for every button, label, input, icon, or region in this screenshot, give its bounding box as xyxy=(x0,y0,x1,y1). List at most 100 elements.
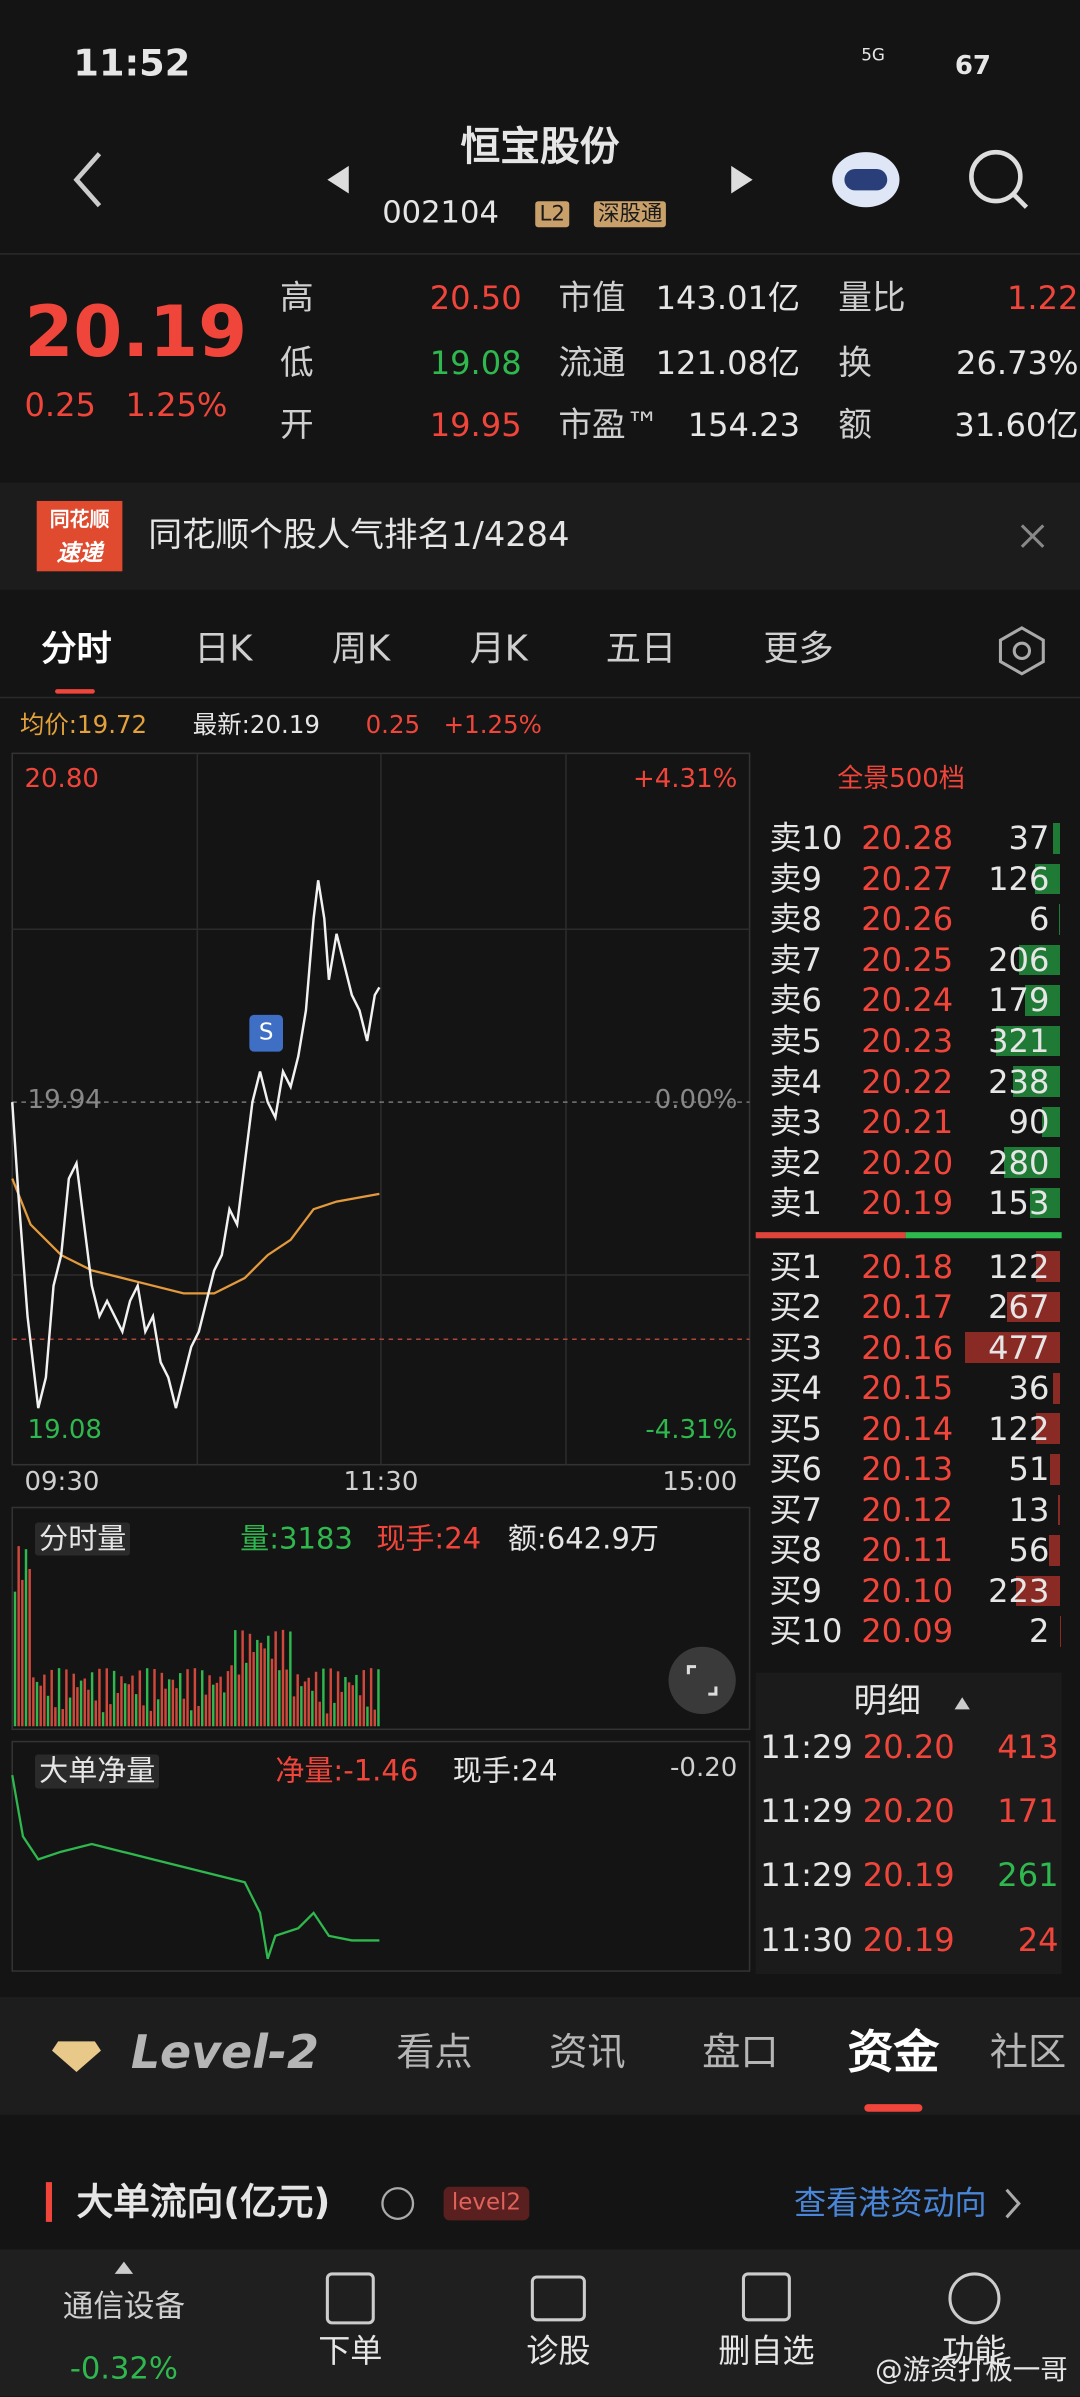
nav-item[interactable]: 下单 xyxy=(318,2332,383,2371)
tabbar-bg xyxy=(0,1997,1080,2115)
industry[interactable]: 通信设备 xyxy=(62,2290,186,2326)
change-pct: +1.25% xyxy=(443,709,542,739)
tab[interactable]: 周K xyxy=(331,628,391,670)
logo-bg xyxy=(36,500,123,572)
order-label: 买6 xyxy=(769,1450,822,1489)
nav-item[interactable]: 功能 xyxy=(942,2332,1007,2371)
detail-bg xyxy=(755,1672,1062,1975)
volume-bar xyxy=(39,1685,42,1727)
volume-bar xyxy=(189,1710,193,1727)
volume-bar xyxy=(17,1546,20,1727)
volume-bar xyxy=(186,1669,189,1727)
volume-bar xyxy=(344,1677,347,1727)
volume-bar xyxy=(351,1685,354,1727)
volume-bar xyxy=(90,1672,94,1727)
volume-bar xyxy=(292,1696,296,1727)
order-price: 20.20 xyxy=(861,1143,954,1182)
stat-label: 市值 xyxy=(558,278,626,318)
volume-bar xyxy=(65,1669,68,1727)
order-label: 买8 xyxy=(769,1531,822,1570)
bottom-tab[interactable]: 资讯 xyxy=(549,2030,626,2075)
stock-code: 002104 xyxy=(382,195,499,231)
bottom-tab[interactable]: 社区 xyxy=(989,2030,1067,2075)
settings-dot xyxy=(1012,641,1032,661)
panel-title[interactable]: 大单净量 xyxy=(35,1754,160,1788)
stat-label: 量比 xyxy=(838,278,906,318)
stat-value: 20.50 xyxy=(429,279,522,318)
volume-bar xyxy=(72,1673,75,1727)
expand-icon xyxy=(686,1665,718,1696)
axis-high-pct: +4.31% xyxy=(632,763,738,794)
order-label: 卖8 xyxy=(769,900,822,939)
panel-title[interactable]: 分时量 xyxy=(35,1522,131,1556)
volume-bar xyxy=(289,1631,292,1727)
order-label: 买7 xyxy=(769,1490,822,1529)
order-volume: 2 xyxy=(1028,1612,1050,1651)
volume-bars xyxy=(13,1546,380,1727)
detail-time: 11:29 xyxy=(760,1856,853,1895)
volume-bar xyxy=(1052,823,1061,854)
tab[interactable]: 月K xyxy=(469,628,528,670)
volume-bar xyxy=(1012,1066,1061,1097)
change-pct: 1.25% xyxy=(125,386,228,425)
detail-price: 20.20 xyxy=(862,1792,955,1831)
order-label: 买1 xyxy=(769,1247,822,1286)
detail-price: 20.20 xyxy=(862,1727,955,1766)
stat-value: 154.23 xyxy=(687,406,801,445)
axis-high: 20.80 xyxy=(24,763,99,794)
order-price: 20.12 xyxy=(861,1490,954,1529)
volume-bar xyxy=(307,1677,310,1727)
volume-bar xyxy=(1024,985,1061,1016)
bottom-tab[interactable]: Level-2 xyxy=(130,2024,319,2079)
divider xyxy=(0,253,1080,255)
order-price: 20.09 xyxy=(861,1612,954,1651)
axis-low-pct: -4.31% xyxy=(645,1415,738,1446)
axis-base-pct: 0.00% xyxy=(654,1084,738,1115)
stat-label: 低 xyxy=(279,342,314,382)
tab[interactable]: 五日 xyxy=(605,628,677,670)
change: 0.25 xyxy=(24,386,96,425)
bottom-tab[interactable]: 盘口 xyxy=(702,2030,779,2075)
divider xyxy=(0,696,1080,699)
order-volume: 51 xyxy=(1008,1450,1050,1489)
tab[interactable]: 分时 xyxy=(41,628,112,670)
link[interactable]: 查看港资动向 xyxy=(794,2183,987,2222)
volume-bar xyxy=(358,1695,362,1727)
volume-bar xyxy=(1007,1291,1061,1323)
stat-value: 26.73% xyxy=(956,343,1079,382)
time-label: 11:30 xyxy=(343,1467,419,1498)
order-price: 20.27 xyxy=(861,859,954,898)
tab[interactable]: 日K xyxy=(194,628,253,670)
volume-bar xyxy=(142,1705,145,1727)
volume-bar xyxy=(325,1713,329,1727)
volume-bar xyxy=(234,1630,237,1727)
tab[interactable]: 更多 xyxy=(763,628,834,670)
volume-bar xyxy=(267,1635,270,1727)
volume-bar xyxy=(13,1591,17,1727)
nav-item[interactable]: 诊股 xyxy=(526,2332,591,2371)
volume-bar xyxy=(57,1668,61,1727)
volume-bar xyxy=(300,1686,303,1727)
volume-bar xyxy=(996,1025,1061,1057)
volume-bar xyxy=(131,1675,134,1727)
order-label: 买4 xyxy=(769,1369,822,1408)
order-label: 买5 xyxy=(769,1409,822,1448)
latest-price: 最新:20.19 xyxy=(192,709,320,739)
axis-label: -0.20 xyxy=(670,1753,738,1784)
order-volume: 153 xyxy=(988,1184,1050,1223)
volume-bar xyxy=(377,1669,380,1727)
bottom-tab[interactable]: 资金 xyxy=(847,2024,940,2079)
net-curve xyxy=(11,1775,380,1960)
volume-bar xyxy=(318,1701,321,1727)
volume-bar xyxy=(1035,1251,1061,1282)
volume-bar xyxy=(153,1669,156,1727)
volume-bar xyxy=(278,1670,281,1727)
order-label: 卖4 xyxy=(769,1062,822,1101)
volume-bar xyxy=(61,1709,64,1727)
bottom-tab[interactable]: 看点 xyxy=(396,2030,473,2075)
badge: 深股通 xyxy=(594,201,667,227)
stat-label: 高 xyxy=(279,278,314,318)
detail-volume: 171 xyxy=(997,1792,1059,1831)
nav-item[interactable]: 删自选 xyxy=(718,2332,815,2371)
price: 20.19 xyxy=(24,290,248,373)
